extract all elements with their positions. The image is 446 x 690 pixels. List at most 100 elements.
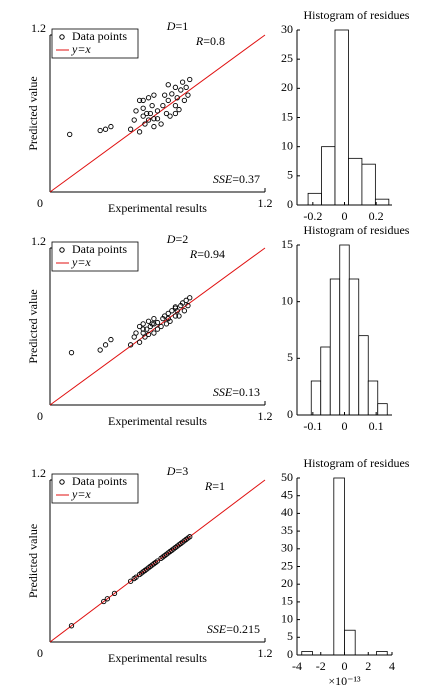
- data-point: [151, 330, 157, 336]
- bar: [376, 651, 388, 656]
- legend-label: Data points: [72, 242, 127, 256]
- x-tick-label: 2: [365, 659, 371, 673]
- bar: [339, 244, 350, 416]
- data-point: [151, 321, 157, 327]
- y-tick-label: 10: [281, 293, 293, 307]
- legend-label: y=x: [71, 255, 91, 269]
- bar: [344, 629, 356, 656]
- x-tick-label: 0.1: [369, 419, 384, 433]
- data-point: [187, 76, 193, 83]
- data-point: [140, 105, 146, 111]
- y-tick-label: 50: [281, 470, 293, 484]
- data-point: [140, 97, 146, 104]
- data-point: [154, 116, 161, 122]
- x-tick-label: 4: [389, 659, 395, 673]
- data-point: [176, 313, 182, 319]
- data-point: [151, 116, 157, 122]
- bar: [310, 380, 322, 416]
- legend-label: y=x: [71, 42, 91, 56]
- data-point: [167, 113, 173, 119]
- x-axis-label: Experimental results: [108, 651, 207, 665]
- x-tick-label: 1.2: [258, 409, 273, 423]
- data-point: [133, 574, 139, 580]
- legend-label: Data points: [72, 29, 127, 43]
- legend-marker: [59, 479, 65, 485]
- x-tick-label: -0.2: [303, 209, 322, 223]
- y-tick-label: 1.2: [31, 21, 46, 35]
- data-point: [185, 302, 191, 309]
- y-tick-label: 0: [287, 647, 293, 661]
- data-point: [176, 106, 182, 113]
- y-tick-label: 5: [287, 350, 293, 364]
- y-tick-label: 5: [287, 168, 293, 182]
- y-tick-label: 25: [281, 51, 293, 65]
- y-tick-label: 20: [281, 576, 293, 590]
- data-point: [181, 308, 188, 314]
- data-point: [108, 123, 114, 130]
- y-tick-label: 30: [281, 22, 293, 36]
- bar: [334, 29, 349, 206]
- data-point: [136, 339, 143, 345]
- bar: [358, 335, 369, 416]
- data-point: [154, 558, 161, 564]
- annotation: R=1: [204, 479, 225, 493]
- x-tick-label: -2: [316, 659, 326, 673]
- data-point: [147, 110, 153, 117]
- y-tick-label: 45: [281, 487, 293, 501]
- data-point: [185, 92, 191, 98]
- annotation: R=0.94: [189, 247, 225, 261]
- data-point: [102, 126, 109, 132]
- data-point: [187, 534, 193, 540]
- legend-box: [51, 473, 139, 504]
- y-tick-label: 0: [287, 197, 293, 211]
- data-point: [108, 336, 114, 343]
- x-scale-label: ×10⁻¹³: [328, 674, 361, 688]
- bar: [377, 403, 388, 416]
- legend-marker: [59, 247, 65, 253]
- data-point: [142, 334, 148, 340]
- y-tick-label: 10: [281, 611, 293, 625]
- data-point: [162, 313, 168, 319]
- annotation: D=3: [166, 464, 188, 478]
- data-point: [172, 103, 179, 109]
- data-point: [179, 300, 186, 306]
- y-tick-label: 20: [281, 80, 293, 94]
- data-point: [67, 131, 73, 138]
- y-axis-label: Predicted value: [26, 76, 40, 150]
- data-point: [104, 596, 110, 602]
- data-point: [149, 103, 155, 109]
- annotation: SSE=0.37: [213, 172, 260, 186]
- x-tick-label: 0: [342, 419, 348, 433]
- data-point: [144, 326, 150, 332]
- data-point: [178, 87, 184, 93]
- data-point: [158, 121, 164, 127]
- x-tick-label: 1.2: [258, 646, 273, 660]
- data-point: [133, 108, 139, 114]
- y-tick-label: 5: [287, 629, 293, 643]
- data-point: [163, 321, 170, 327]
- data-point: [136, 129, 143, 135]
- data-point: [169, 308, 175, 314]
- data-point: [172, 84, 179, 90]
- x-tick-label: 0: [37, 196, 43, 210]
- x-axis-label: Experimental results: [108, 414, 207, 428]
- data-point: [68, 350, 75, 356]
- bar: [321, 146, 336, 206]
- data-point: [131, 117, 137, 123]
- data-point: [140, 321, 146, 327]
- data-point: [165, 82, 171, 88]
- data-point: [169, 91, 175, 97]
- data-point: [127, 126, 134, 132]
- x-tick-label: -4: [292, 659, 302, 673]
- data-point: [183, 84, 189, 90]
- data-point: [149, 321, 155, 327]
- data-point: [187, 295, 193, 301]
- data-point: [172, 110, 179, 117]
- legend-marker: [59, 34, 65, 40]
- data-point: [183, 297, 189, 303]
- data-point: [163, 110, 170, 117]
- legend-label: Data points: [72, 474, 127, 488]
- data-point: [154, 108, 161, 114]
